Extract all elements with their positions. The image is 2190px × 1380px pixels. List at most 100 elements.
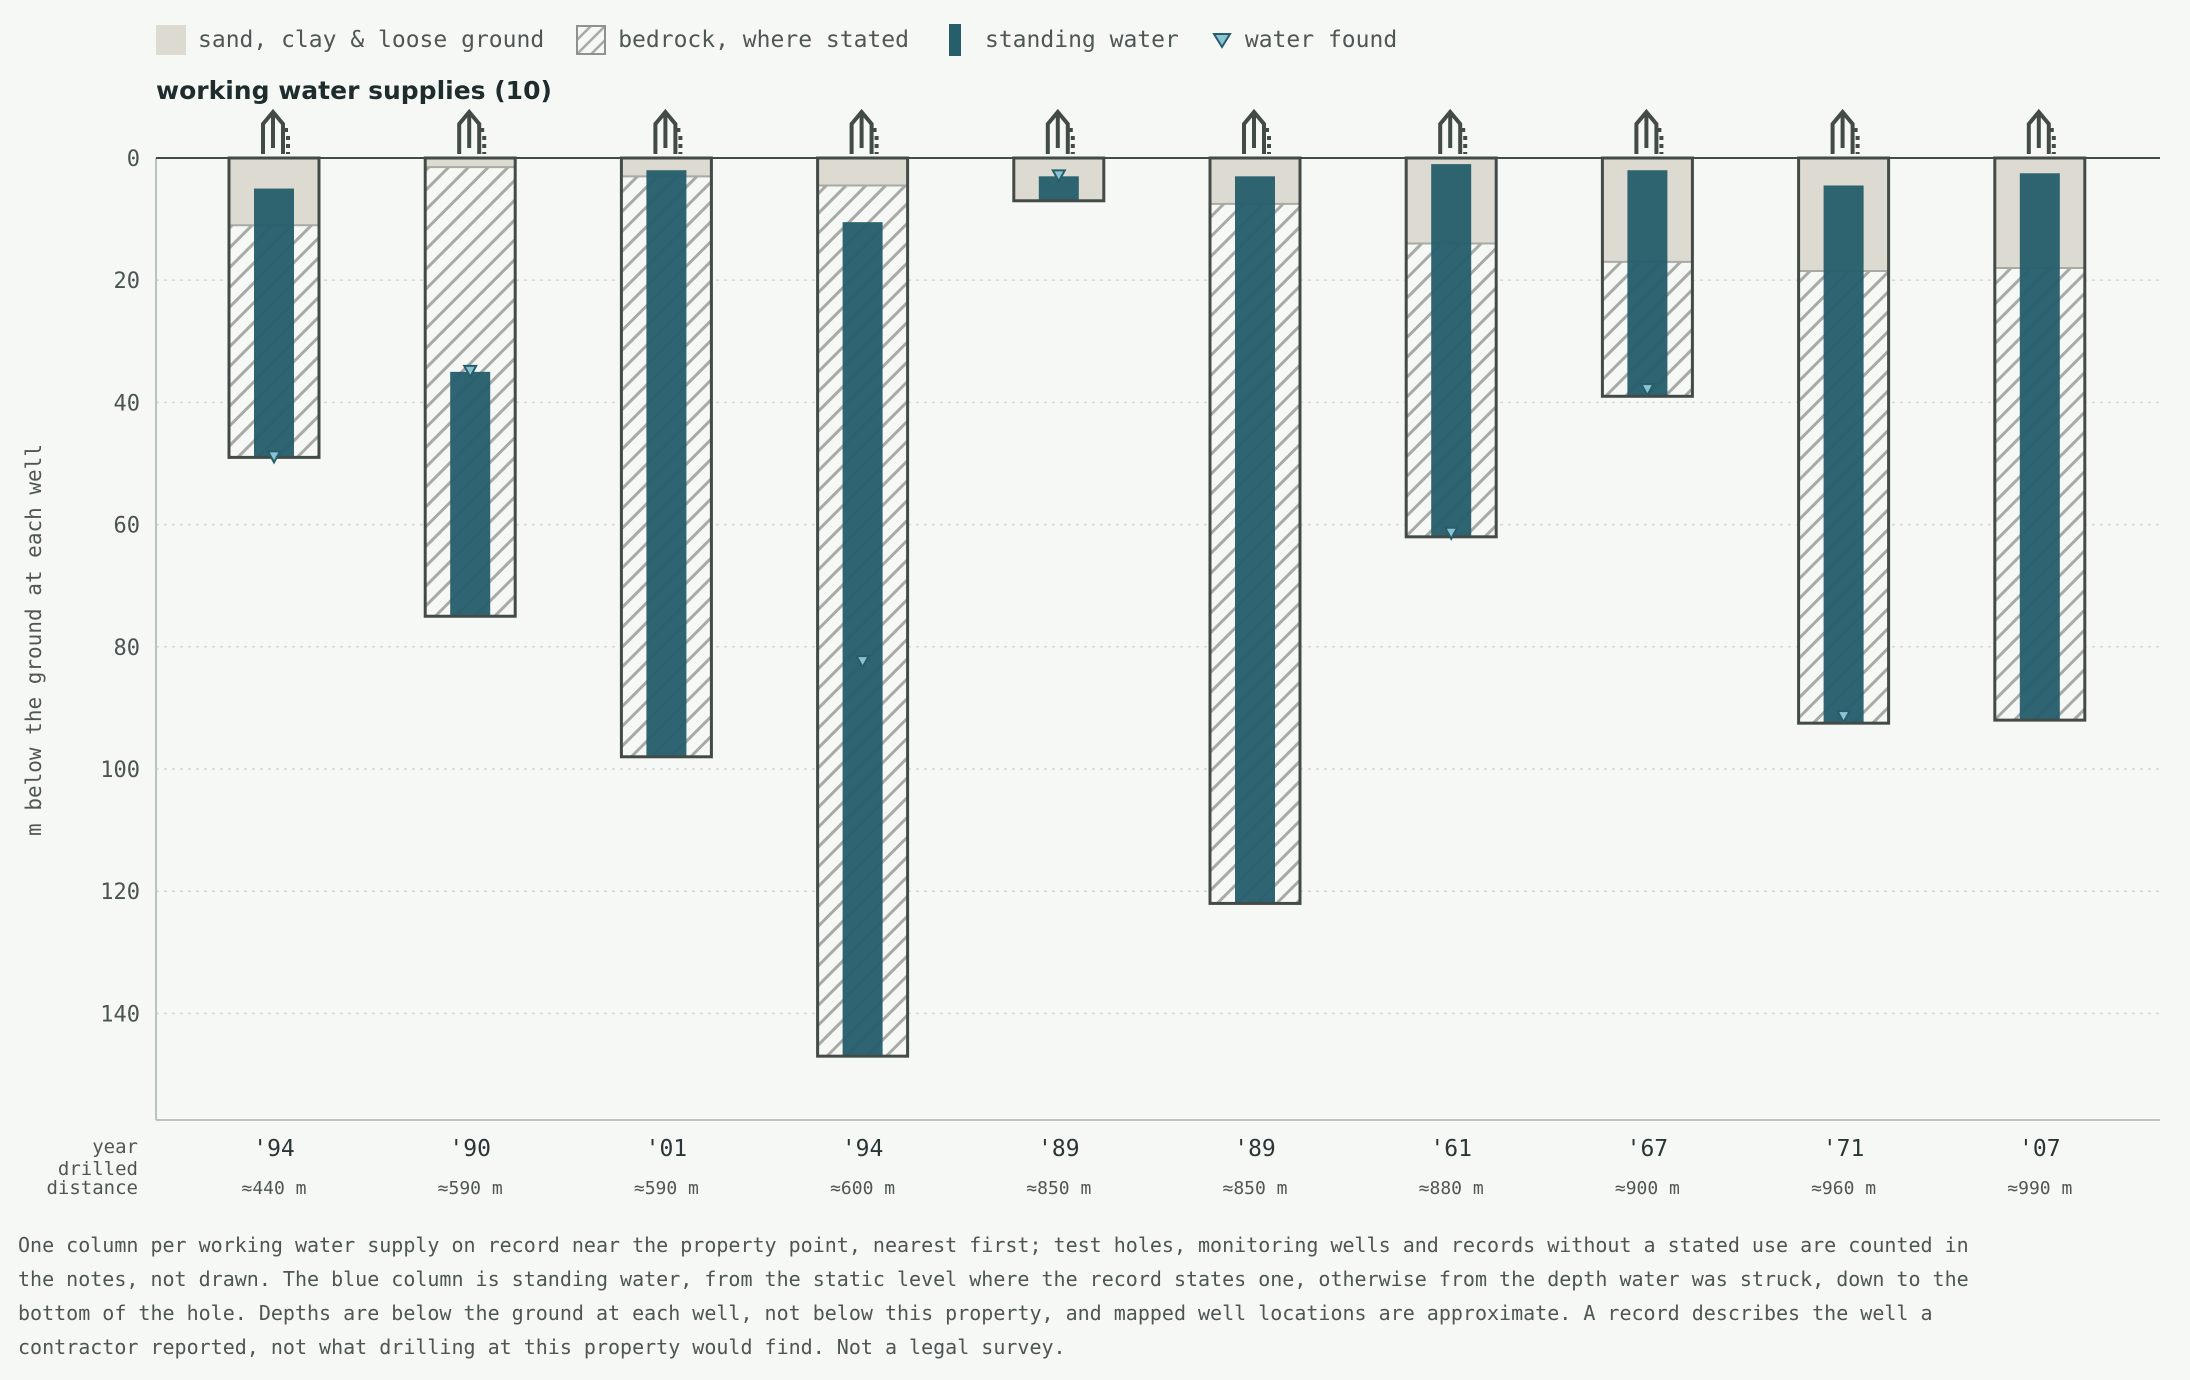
legend-item-ground: sand, clay & loose ground: [156, 25, 544, 55]
chart: 0 20 40 60 80 100 120 140: [100, 108, 2160, 1121]
y-tick-label: 100: [100, 758, 140, 783]
well-column: [619, 108, 713, 759]
well-outline: [619, 156, 713, 759]
well-outline: [423, 156, 517, 618]
distance-label: ≈850 m: [1026, 1178, 1092, 1199]
derrick-frame: [457, 108, 485, 154]
standing-water: [842, 222, 883, 1057]
row-label-year: year drilled: [57, 1136, 138, 1180]
year-label: '90: [449, 1136, 491, 1162]
well-outline: [816, 156, 910, 1058]
year-label: '94: [841, 1136, 884, 1162]
water-found-marker: [266, 450, 282, 465]
ground-swatch: [156, 25, 186, 55]
derrick-frame: [1438, 108, 1466, 154]
legend-label-found: water found: [1244, 27, 1398, 53]
well-derrick-icon: [1634, 108, 1664, 154]
water-found-marker: [1051, 169, 1067, 184]
legend-label-bedrock: bedrock, where stated: [618, 27, 909, 53]
bedrock-swatch: [576, 25, 607, 55]
well-column: [423, 108, 517, 618]
y-tick-label: 120: [100, 880, 140, 905]
distance-label: ≈590 m: [437, 1178, 503, 1199]
y-tick-label: 0: [127, 147, 140, 172]
well-column: [1993, 108, 2087, 722]
water-found-marker: [854, 655, 871, 670]
legend-item-bedrock: bedrock, where stated: [576, 25, 909, 55]
year-label: '61: [1430, 1136, 1472, 1162]
distance-label: ≈590 m: [633, 1178, 699, 1199]
derrick-frame: [1045, 108, 1073, 154]
distance-label: ≈850 m: [1222, 1178, 1288, 1199]
footnote: One column per working water supply on r…: [18, 1233, 1969, 1359]
water-found-marker: [1835, 710, 1852, 725]
ground-layer: [621, 158, 712, 177]
legend-item-found: water found: [1211, 27, 1397, 53]
standing-water: [1431, 164, 1472, 537]
ground-layer: [425, 158, 516, 168]
y-tick-label: 60: [114, 514, 141, 539]
well-derrick-icon: [1830, 108, 1860, 154]
well-column: [1404, 108, 1498, 541]
well-derrick-icon: [1045, 108, 1075, 154]
year-label: '89: [1038, 1136, 1080, 1162]
ground-layer: [817, 158, 908, 186]
row-label-distance: distance: [46, 1177, 138, 1199]
wells: [227, 108, 2087, 1058]
distance-label: ≈600 m: [830, 1178, 896, 1199]
legend-label-ground: sand, clay & loose ground: [198, 27, 545, 53]
derrick-frame: [1634, 108, 1662, 154]
legend: sand, clay & loose ground bedrock, where…: [156, 22, 1429, 58]
standing-water: [646, 170, 687, 757]
water-found-marker: [462, 364, 478, 379]
distance-label: ≈990 m: [2007, 1178, 2073, 1199]
well-column: [227, 108, 321, 465]
well-column: [1012, 108, 1106, 203]
standing-water: [450, 371, 491, 617]
derrick-frame: [2026, 108, 2054, 154]
year-label: '07: [2019, 1136, 2061, 1162]
well-outline: [1993, 156, 2087, 722]
well-derrick-icon: [2026, 108, 2056, 154]
water-found-marker: [1443, 526, 1459, 541]
well-outline: [1012, 156, 1106, 203]
well-column: [1208, 108, 1302, 905]
well-outline: [1208, 156, 1302, 905]
derrick-frame: [261, 108, 288, 154]
legend-item-water: standing water: [941, 24, 1179, 56]
distance-label: ≈880 m: [1418, 1178, 1484, 1199]
standing-water: [2019, 173, 2060, 721]
derrick-frame: [849, 108, 877, 154]
standing-water: [1823, 185, 1864, 724]
chart-title: working water supplies (10): [156, 76, 552, 105]
well-derrick-icon: [1438, 108, 1468, 154]
legend-label-water: standing water: [984, 27, 1179, 53]
water-found-marker: [1639, 383, 1656, 398]
year-label: '94: [253, 1136, 295, 1162]
well-derrick-icon: [261, 108, 290, 154]
well-derrick-icon: [849, 108, 879, 154]
year-label: '71: [1822, 1136, 1865, 1162]
water-swatch: [948, 24, 961, 56]
distance-label: ≈900 m: [1614, 1178, 1680, 1199]
year-label: '01: [645, 1136, 688, 1162]
y-tick-label: 20: [114, 269, 141, 294]
y-tick-label: 80: [114, 636, 141, 661]
standing-water: [1627, 170, 1668, 397]
standing-water: [1235, 176, 1275, 904]
year-label: '67: [1626, 1136, 1669, 1162]
gridlines: [156, 279, 2160, 1015]
y-tick-label: 140: [100, 1002, 140, 1027]
derrick-frame: [1830, 108, 1858, 154]
well-column: [1797, 108, 1891, 725]
year-label: '89: [1234, 1136, 1276, 1162]
water-found-icon: [1212, 33, 1232, 49]
well-derrick-icon: [1242, 108, 1271, 154]
derrick-frame: [653, 108, 681, 154]
standing-water: [254, 188, 294, 458]
well-derrick-icon: [457, 108, 487, 154]
distance-label: ≈960 m: [1811, 1178, 1877, 1199]
derrick-frame: [1242, 108, 1269, 154]
well-derrick-icon: [653, 108, 683, 154]
well-column: [816, 108, 910, 1058]
